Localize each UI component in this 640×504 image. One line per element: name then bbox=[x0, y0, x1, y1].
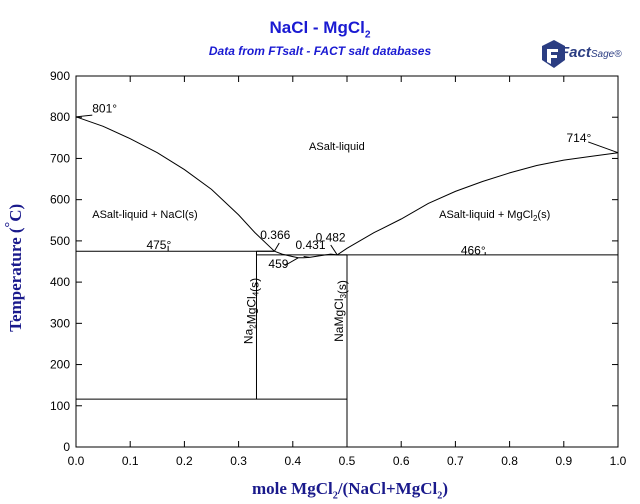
y-tick-label: 400 bbox=[50, 275, 70, 289]
x-tick-label: 1.0 bbox=[610, 454, 627, 468]
chart-title: NaCl - MgCl2 bbox=[269, 18, 371, 41]
x-tick-label: 0.3 bbox=[230, 454, 247, 468]
annotation-pointer bbox=[588, 141, 619, 154]
annotation-label: 0.431 bbox=[296, 238, 326, 252]
compound-label: NaMgCl3(s) bbox=[332, 280, 349, 342]
x-tick-label: 0.1 bbox=[122, 454, 139, 468]
region-label: ASalt-liquid + MgCl2(s) bbox=[439, 209, 550, 223]
annotation-label: 801° bbox=[92, 101, 117, 115]
factsage-logo-text: FactSage® bbox=[560, 44, 622, 61]
annotation-label: 475° bbox=[146, 238, 171, 252]
factsage-logo: FactSage® bbox=[538, 38, 630, 74]
liquidus-nacl-curve bbox=[75, 116, 275, 252]
x-tick-label: 0.0 bbox=[68, 454, 85, 468]
annotation-label: 466° bbox=[461, 243, 486, 257]
annotation-pointer bbox=[330, 244, 338, 256]
y-tick-label: 700 bbox=[50, 151, 70, 165]
annotation-label: 0.366 bbox=[260, 228, 290, 242]
liquidus-mgcl2-curve bbox=[336, 152, 619, 256]
region-label: ASalt-liquid bbox=[309, 141, 365, 153]
y-tick-label: 100 bbox=[50, 399, 70, 413]
y-tick-label: 0 bbox=[63, 440, 70, 454]
x-tick-label: 0.6 bbox=[393, 454, 410, 468]
y-tick-label: 500 bbox=[50, 234, 70, 248]
annotation-pointer bbox=[303, 256, 310, 258]
x-tick-label: 0.8 bbox=[501, 454, 518, 468]
region-label: ASalt-liquid + NaCl(s) bbox=[92, 209, 197, 221]
y-tick-label: 200 bbox=[50, 358, 70, 372]
y-tick-label: 600 bbox=[50, 193, 70, 207]
y-tick-label: 900 bbox=[50, 69, 70, 83]
x-tick-label: 0.7 bbox=[447, 454, 464, 468]
annotation-pointer bbox=[273, 242, 280, 252]
factsage-logo-icon bbox=[542, 40, 565, 68]
annotation-pointer bbox=[75, 114, 93, 118]
chart-subtitle: Data from FTsalt - FACT salt databases bbox=[208, 44, 432, 58]
x-tick-label: 0.9 bbox=[555, 454, 572, 468]
x-tick-label: 0.4 bbox=[284, 454, 301, 468]
annotation-label: 714° bbox=[567, 131, 592, 145]
annotation-pointer bbox=[284, 257, 299, 267]
liquidus-na2mgcl4-curve bbox=[274, 250, 310, 259]
x-axis-label: mole MgCl2/(NaCl+MgCl2) bbox=[252, 479, 448, 502]
annotation-label: 459 bbox=[268, 257, 288, 271]
x-tick-label: 0.2 bbox=[176, 454, 193, 468]
x-tick-label: 0.5 bbox=[339, 454, 356, 468]
annotation-label: 0.482 bbox=[316, 231, 346, 245]
y-tick-label: 800 bbox=[50, 110, 70, 124]
y-tick-label: 300 bbox=[50, 316, 70, 330]
compound-label: Na2MgCl4(s) bbox=[241, 278, 261, 344]
